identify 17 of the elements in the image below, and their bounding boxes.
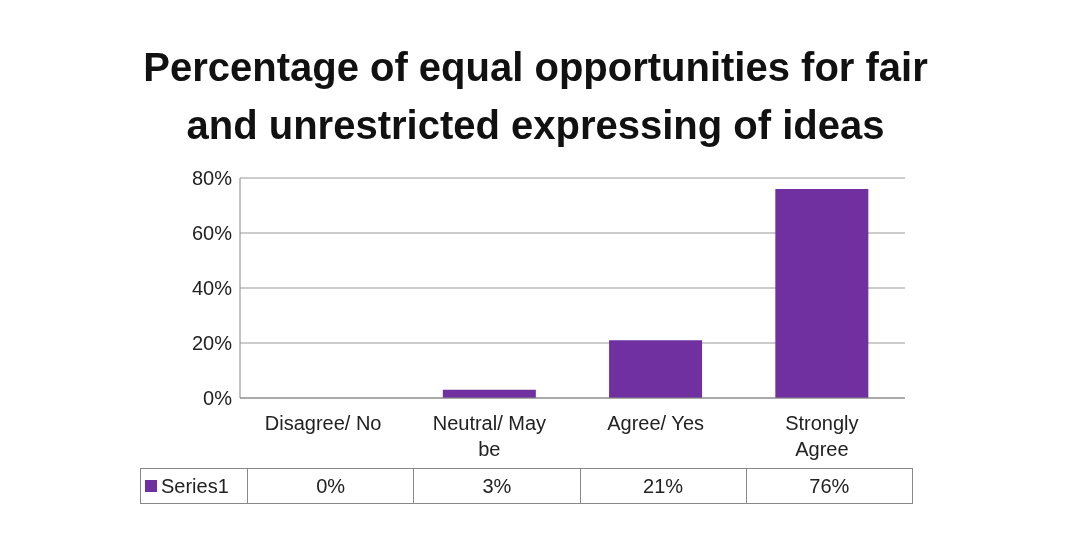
y-tick-label: 80%	[191, 167, 233, 190]
y-tick-label: 40%	[191, 277, 233, 300]
data-label: 21%	[580, 468, 747, 504]
chart-title: Percentage of equal opportunities for fair and unrestricted expressing of ideas	[143, 45, 928, 147]
legend-label: Series1	[140, 468, 248, 504]
bar	[609, 340, 703, 398]
data-label: 3%	[414, 468, 581, 504]
y-tick-label: 20%	[191, 332, 233, 355]
bar	[775, 189, 869, 398]
x-tick-label: Neutral/ May be	[432, 412, 547, 460]
y-tick-label: 60%	[191, 222, 233, 245]
y-tick-label: 0%	[203, 387, 233, 410]
x-tick-label: Agree/ Yes	[607, 412, 704, 434]
data-label: 76%	[746, 468, 913, 504]
data-label: 0%	[248, 468, 415, 504]
x-tick-label: Strongly Agree	[785, 412, 859, 460]
x-tick-label: Disagree/ No	[264, 412, 382, 434]
